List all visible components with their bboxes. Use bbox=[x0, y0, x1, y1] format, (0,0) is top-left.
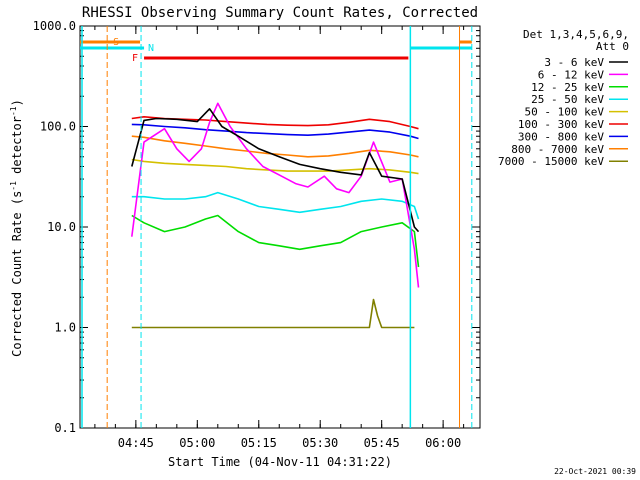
x-tick-label: 05:00 bbox=[179, 436, 215, 450]
series-line-50-100-kev bbox=[131, 158, 419, 175]
legend-header-line-1: Det 1,3,4,5,6,9, bbox=[523, 28, 629, 41]
series-line-25-50-kev bbox=[131, 191, 420, 220]
legend-label: 50 - 100 keV bbox=[525, 106, 605, 119]
y-tick-label: 100.0 bbox=[40, 120, 76, 134]
night-flag-label: N bbox=[148, 43, 154, 54]
legend-label: 800 - 7000 keV bbox=[511, 143, 604, 156]
y-axis-label-main: Corrected Count Rate (s bbox=[10, 191, 24, 357]
x-tick-label: 06:00 bbox=[425, 436, 461, 450]
series-layer bbox=[131, 102, 420, 329]
saa-flag-label: S bbox=[113, 37, 119, 48]
legend-label: 7000 - 15000 keV bbox=[498, 155, 604, 168]
series-line-300-800-kev bbox=[131, 123, 419, 140]
flare-flag-label: F bbox=[132, 53, 138, 64]
legend-header-line-2: Att 0 bbox=[596, 40, 629, 53]
x-tick-label: 05:15 bbox=[241, 436, 277, 450]
series-line-3-6-kev bbox=[131, 108, 420, 233]
y-axis-label-end: ) bbox=[10, 99, 24, 106]
y-tick-label: 1.0 bbox=[54, 321, 76, 335]
legend-label: 12 - 25 keV bbox=[531, 81, 604, 94]
x-axis-label: Start Time (04-Nov-11 04:31:22) bbox=[168, 455, 392, 469]
legend-label: 6 - 12 keV bbox=[538, 68, 605, 81]
legend-label: 25 - 50 keV bbox=[531, 93, 604, 106]
series-line-800-7000-kev bbox=[131, 135, 419, 158]
series-line-6-12-kev bbox=[131, 102, 420, 288]
legend-label: 3 - 6 keV bbox=[544, 56, 604, 69]
legend-label: 100 - 300 keV bbox=[518, 118, 604, 131]
y-axis: 0.1 1.0 10.0 100.0 1000.0 bbox=[33, 19, 480, 435]
flag-layer: S NF bbox=[80, 26, 473, 428]
y-tick-label: 1000.0 bbox=[33, 19, 76, 33]
y-axis-label-mid: detector bbox=[10, 116, 24, 181]
x-tick-label: 04:45 bbox=[118, 436, 154, 450]
footer-date: 22-Oct-2021 00:39 bbox=[554, 467, 636, 476]
chart-title: RHESSI Observing Summary Count Rates, Co… bbox=[82, 5, 478, 21]
series-line-7000-15000-kev bbox=[131, 298, 415, 329]
y-axis-label-sup: -1 bbox=[9, 181, 18, 191]
y-tick-label: 10.0 bbox=[47, 220, 76, 234]
y-axis-label-sup2: -1 bbox=[9, 106, 18, 116]
x-axis: 04:45 05:00 05:15 05:30 05:45 06:00 bbox=[94, 26, 465, 450]
legend-label: 300 - 800 keV bbox=[518, 130, 604, 143]
x-tick-label: 05:45 bbox=[364, 436, 400, 450]
y-axis-label: Corrected Count Rate (s-1 detector-1) bbox=[9, 99, 24, 357]
y-tick-label: 0.1 bbox=[54, 421, 76, 435]
series-line-12-25-kev bbox=[131, 214, 420, 268]
x-tick-label: 05:30 bbox=[302, 436, 338, 450]
plot-frame bbox=[79, 25, 481, 429]
